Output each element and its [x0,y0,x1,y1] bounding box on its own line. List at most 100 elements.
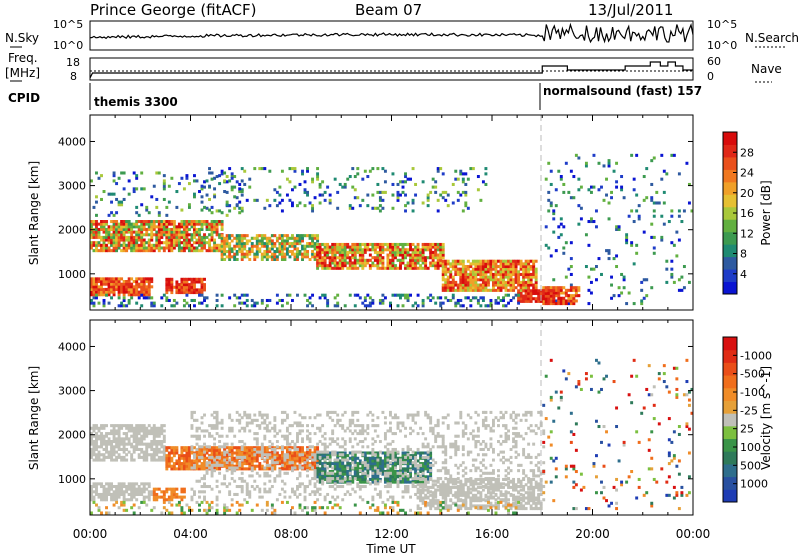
velocity-cell [373,477,377,481]
velocity-cell [388,470,392,474]
power-cell [517,291,521,295]
velocity-cell [90,490,93,494]
velocity-cell [371,459,375,463]
velocity-cell [243,448,247,452]
power-cell [524,286,528,290]
velocity-cell [313,453,317,457]
power-cell [492,288,495,292]
power-cell [238,239,242,243]
power-cell [481,286,485,290]
power-cell [323,264,327,268]
power-cell [441,275,445,279]
velocity-cell [155,495,159,499]
power-cell [464,265,468,269]
velocity-cell [100,445,103,449]
velocity-cell [288,446,292,450]
velocity-cell [358,495,362,499]
velocity-cell [341,424,345,428]
power-cell [137,282,141,286]
velocity-cell [107,487,111,491]
velocity-cell [167,462,171,466]
power-cell [333,245,337,249]
power-cell [152,184,156,188]
power-cell [607,164,611,168]
velocity-cell [331,453,335,457]
velocity-cell [333,467,337,471]
velocity-cell [203,477,206,481]
velocity-cell [152,487,156,491]
power-cell [215,293,219,297]
power-cell [205,222,209,226]
power-cell [650,182,654,186]
power-cell [411,266,415,270]
power-cell [341,242,345,246]
velocity-cell [416,480,420,484]
power-cell [383,296,387,300]
power-cell [90,243,93,247]
power-cell [225,190,229,194]
velocity-cell [137,485,141,489]
power-cell [268,247,272,251]
velocity-cell [263,487,267,491]
power-cell [200,301,204,305]
velocity-cell [198,490,201,494]
power-cell [346,242,350,246]
power-cell [193,174,196,178]
power-cell [459,286,463,290]
power-cell [434,301,438,305]
power-cell [605,177,608,181]
power-cell [371,206,375,210]
power-cell [328,256,332,260]
velocity-cell [142,453,146,457]
power-cell [120,277,124,281]
power-cell [486,270,490,274]
power-cell [391,248,395,252]
power-cell [454,301,458,305]
power-cell [509,278,513,282]
velocity-cell [394,472,397,476]
power-cell [285,293,289,297]
velocity-cell [215,479,219,483]
power-cell [190,243,194,247]
velocity-cell [258,490,262,494]
power-cell [424,256,428,260]
velocity-cell [346,458,350,462]
velocity-cell [348,451,352,455]
power-cell [544,177,548,181]
velocity-cell [230,426,234,430]
velocity-cell [353,472,357,476]
power-cell [625,241,629,245]
power-cell [436,198,440,202]
power-cell [436,256,440,260]
power-cell [182,283,186,287]
velocity-cell [245,413,249,417]
power-cell [233,244,237,248]
velocity-cell [210,487,214,491]
velocity-cell [170,451,174,455]
velocity-cell [190,445,194,449]
power-cell [132,187,136,191]
power-cell [527,275,531,279]
velocity-cell [255,454,259,458]
power-cell [464,288,468,292]
power-cell [130,282,134,286]
power-cell [527,289,531,293]
power-cell [240,234,244,238]
velocity-cell [210,463,214,467]
velocity-cell [190,434,194,438]
velocity-cell [90,455,93,459]
velocity-cell [238,413,242,417]
power-cell [303,250,307,254]
velocity-cell [368,467,372,471]
velocity-cell [90,434,93,438]
power-cell [122,296,126,300]
velocity-cell [265,455,269,459]
velocity-cell [132,450,136,454]
velocity-cell [399,470,402,474]
power-cell [205,241,209,245]
velocity-cell [130,426,134,430]
velocity-cell [107,440,111,444]
velocity-cell [187,459,191,463]
velocity-cell [203,456,206,460]
power-cell [122,285,126,289]
